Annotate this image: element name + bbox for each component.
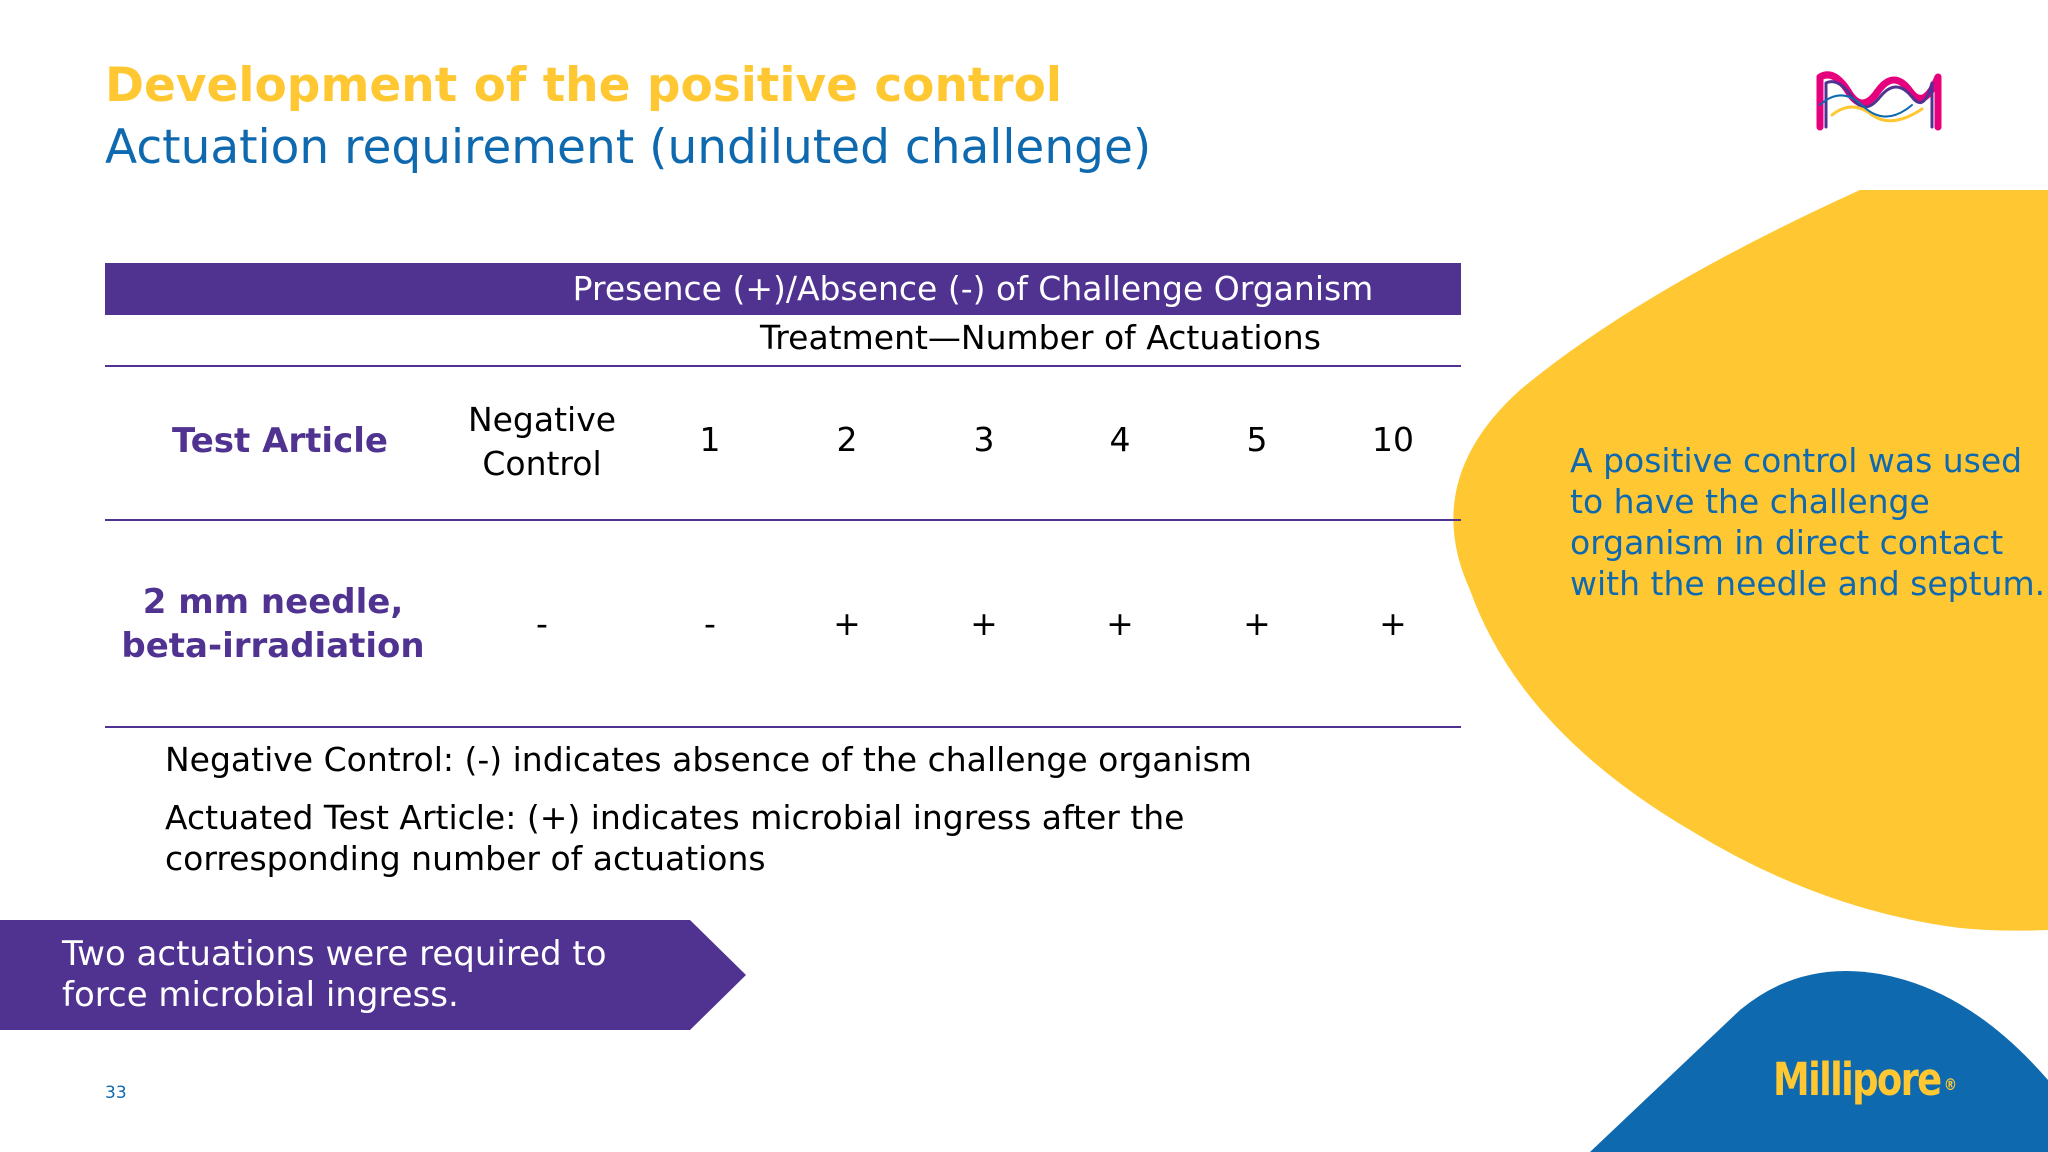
cell-negative-control: -	[536, 604, 548, 643]
column-header-actuation: 3	[973, 420, 995, 459]
table-header-bar	[105, 263, 1461, 315]
note-actuated-test-article: Actuated Test Article: (+) indicates mic…	[165, 798, 1185, 878]
table-header-text: Presence (+)/Absence (-) of Challenge Or…	[572, 269, 1374, 308]
column-header-negative-control: Negative Control	[432, 398, 652, 486]
table-divider	[105, 726, 1461, 728]
cell-value: -	[704, 604, 716, 643]
cell-value: +	[1106, 604, 1134, 643]
column-header-line: Negative	[467, 400, 617, 439]
brand-registered-mark: ®	[1943, 1075, 1957, 1094]
callout-arrow-text: Two actuations were required to force mi…	[62, 934, 607, 1015]
brand-logo: Millipore ®	[1773, 1053, 1957, 1106]
column-header-test-article: Test Article	[172, 421, 388, 461]
decorative-yellow-shape	[1453, 190, 2048, 931]
cell-value: +	[1243, 604, 1271, 643]
cell-value: +	[970, 604, 998, 643]
cell-value: +	[1379, 604, 1407, 643]
column-header-actuation: 4	[1109, 420, 1131, 459]
column-header-actuation: 10	[1372, 420, 1414, 459]
side-callout-text: A positive control was used to have the …	[1570, 441, 2046, 603]
table-divider	[105, 365, 1461, 367]
row-label-line: beta-irradiation	[121, 626, 425, 666]
slide-subtitle: Actuation requirement (undiluted challen…	[105, 120, 1152, 175]
cell-value: +	[833, 604, 861, 643]
callout-arrow-shape	[0, 920, 746, 1030]
page-number: 33	[105, 1083, 127, 1103]
slide-title: Development of the positive control	[105, 58, 1062, 113]
column-header-actuation: 5	[1246, 420, 1268, 459]
table-subheader: Treatment—Number of Actuations	[760, 318, 1321, 357]
m-logo-icon	[1816, 71, 1942, 131]
row-label: 2 mm needle, beta-irradiation	[105, 580, 441, 668]
note-negative-control: Negative Control: (-) indicates absence …	[165, 740, 1252, 779]
row-label-line: 2 mm needle,	[142, 582, 404, 622]
brand-name: Millipore	[1773, 1053, 1942, 1106]
table-divider	[105, 519, 1461, 521]
column-header-line: Control	[482, 444, 602, 483]
column-header-actuation: 1	[699, 420, 721, 459]
decorative-blue-shape	[1590, 970, 2048, 1152]
column-header-actuation: 2	[836, 420, 858, 459]
